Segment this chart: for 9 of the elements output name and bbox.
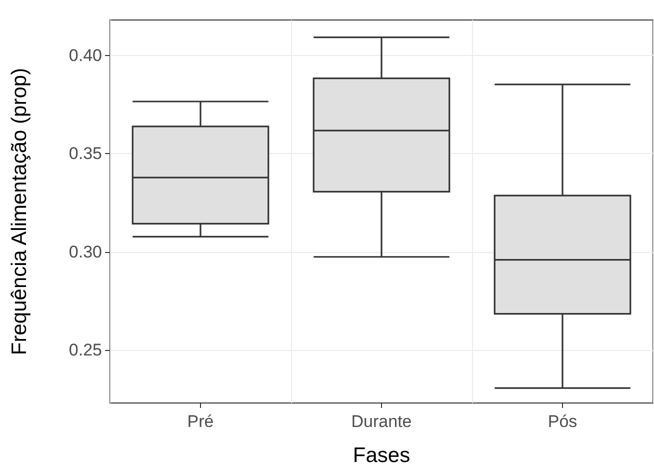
x-tick-label: Pós	[548, 412, 578, 431]
x-tick-label: Pré	[187, 412, 214, 431]
y-tick-label: 0.35	[68, 144, 102, 164]
y-tick-label: 0.30	[68, 242, 102, 262]
y-tick-label: 0.40	[68, 46, 102, 65]
y-axis-title: Frequência Alimentação (prop)	[8, 68, 31, 356]
x-axis-title: Fases	[352, 444, 410, 467]
x-tick-label: Durante	[351, 412, 412, 431]
y-tick-label: 0.25	[68, 340, 102, 360]
